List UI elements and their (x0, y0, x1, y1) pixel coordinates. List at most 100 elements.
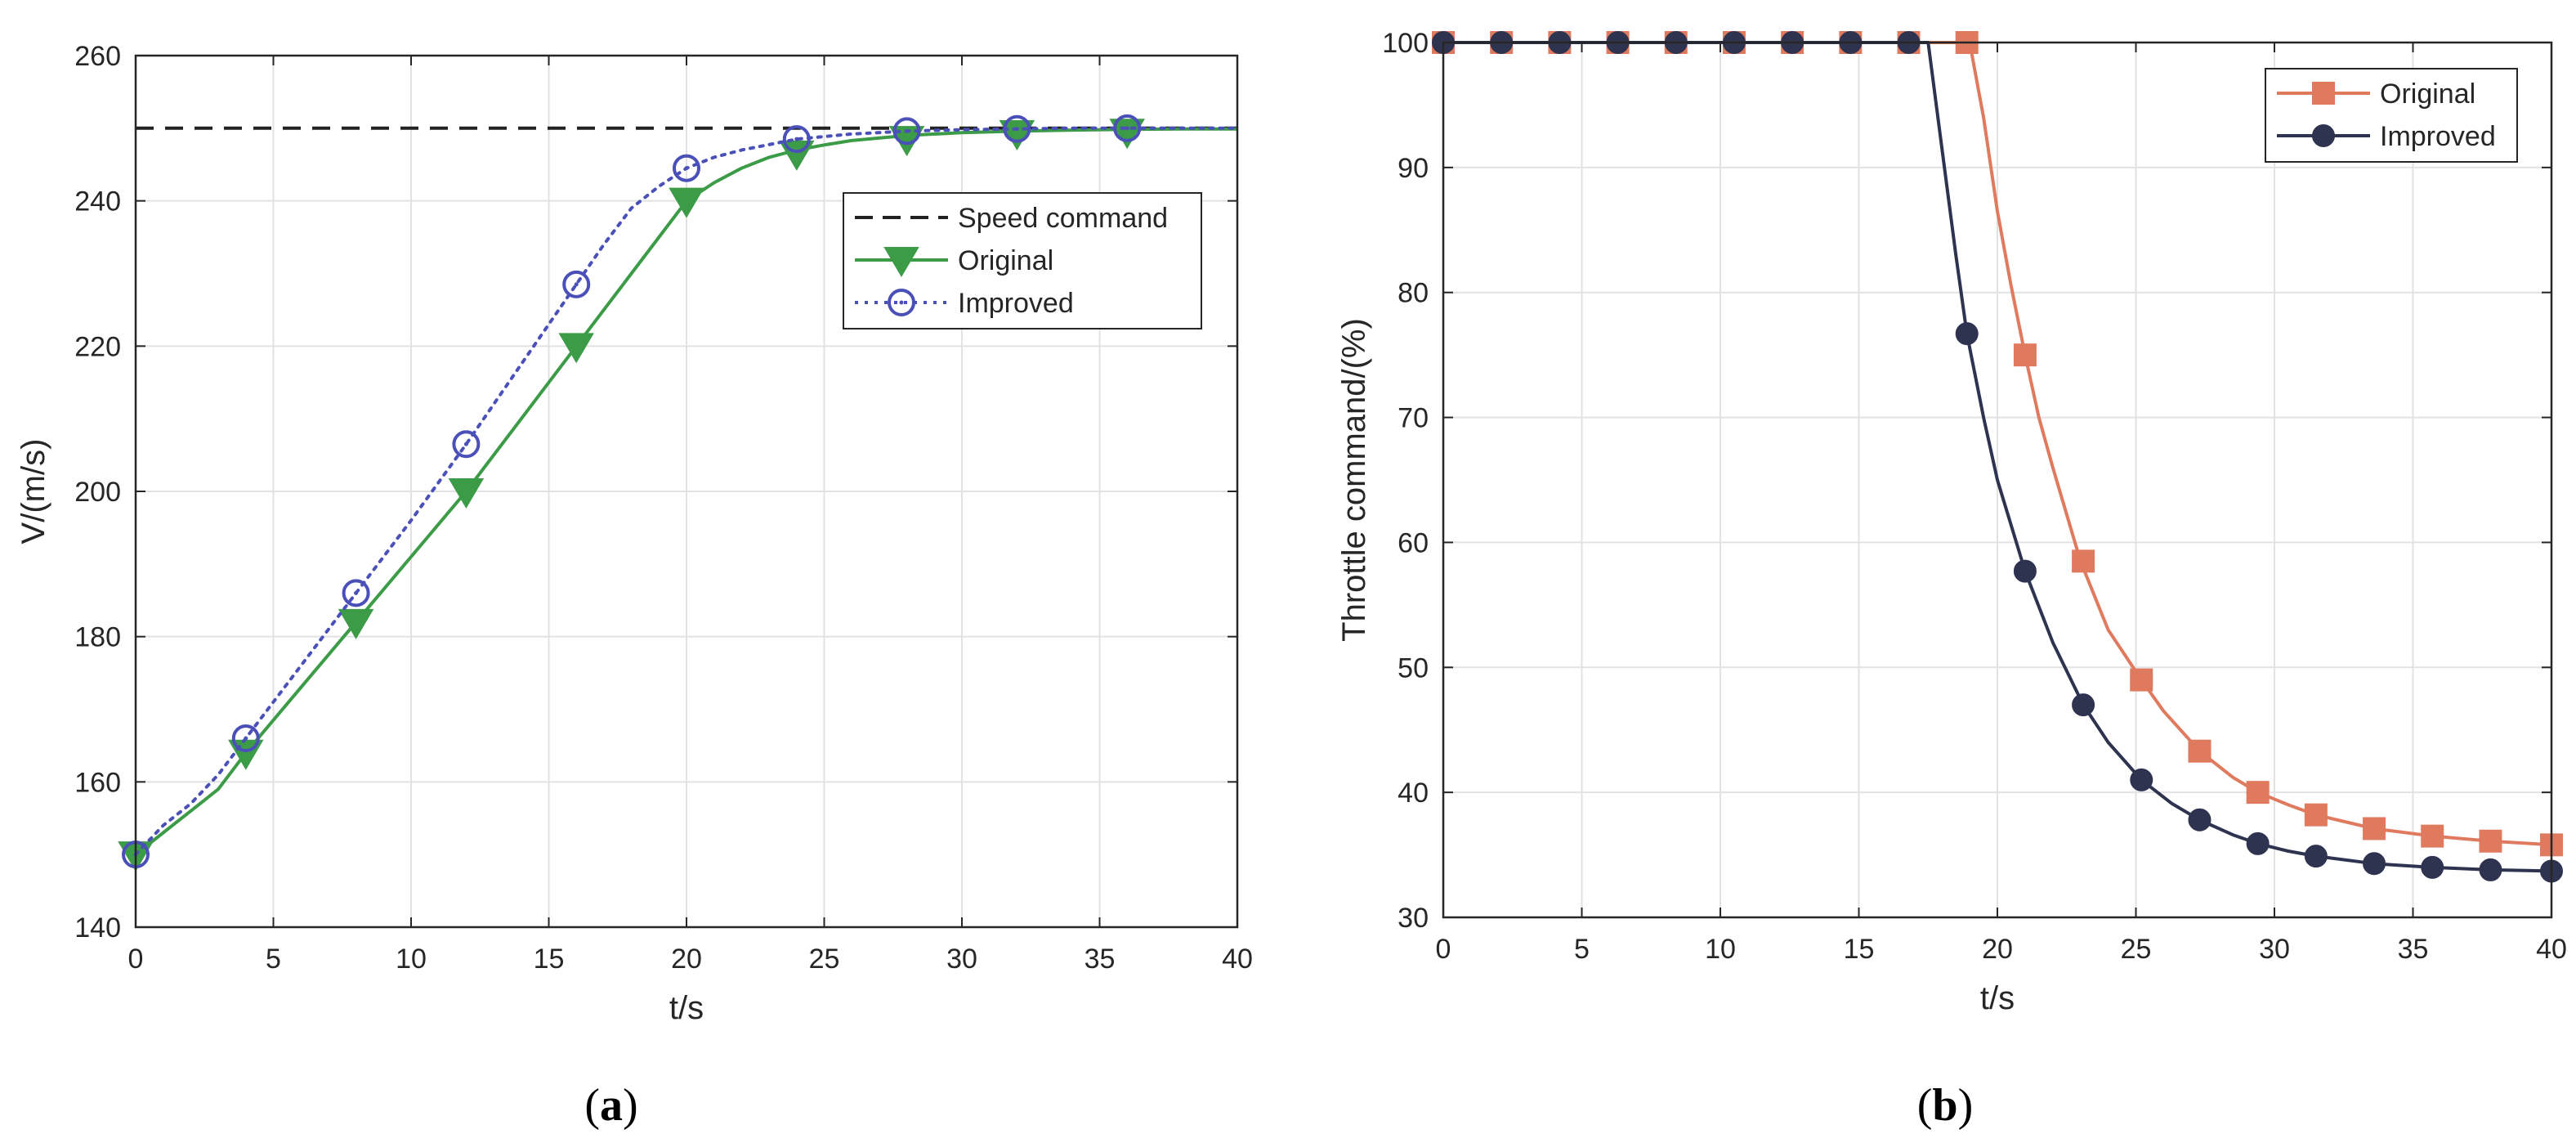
a-axes-box (134, 54, 1239, 929)
a-y-axis-label: V/(m/s) (16, 439, 51, 545)
b-series-improved-line (1443, 41, 2552, 873)
b-x-tick-label: 30 (2259, 934, 2290, 965)
b-x-tick-label: 10 (1705, 934, 1736, 965)
a-x-tick-label: 20 (671, 944, 702, 975)
b-series-improved-point (2421, 855, 2444, 879)
b-y-tick-label: 50 (1398, 652, 1429, 684)
a-legend-label-original: Original (958, 245, 1053, 276)
a-x-tick-label: 10 (396, 944, 427, 975)
a-y-tick-label: 240 (74, 186, 121, 217)
a-x-tick-label: 40 (1222, 944, 1253, 975)
a-legend: Speed command Original Improved (843, 192, 1202, 329)
b-x-tick-label: 5 (1574, 934, 1590, 965)
b-x-tick-label: 25 (2121, 934, 2152, 965)
a-series-improved-point (673, 154, 700, 182)
b-axes-box (1442, 41, 2553, 919)
a-x-tick-label: 0 (128, 944, 144, 975)
b-series-original-point (2421, 824, 2444, 848)
a-series-improved-point (562, 270, 591, 298)
a-series-improved-point-center (905, 128, 910, 133)
b-y-tick-label: 90 (1398, 153, 1429, 184)
a-y-tick-label: 140 (74, 912, 121, 944)
a-legend-marker-original (883, 247, 919, 277)
a-series-improved-point-center (684, 166, 689, 171)
a-x-tick-label: 5 (266, 944, 281, 975)
a-y-tick-label: 160 (74, 767, 121, 798)
b-y-tick-label: 30 (1398, 903, 1429, 934)
a-series-improved-point-center (244, 736, 248, 741)
panel-b-throttle-chart: 0 5 10 15 20 25 30 35 40 30 40 50 60 70 80 90 100 t/s Thro… (1336, 28, 2567, 1016)
a-series-improved-point (1113, 114, 1142, 142)
a-series-improved-point (782, 125, 811, 154)
a-series-improved-point-center (463, 442, 468, 446)
b-series-original-point (2304, 803, 2328, 827)
a-series-improved-point (1003, 114, 1031, 143)
b-y-tick-label: 80 (1398, 278, 1429, 309)
b-series-improved-point (2246, 831, 2270, 855)
a-series-improved-point-center (354, 590, 359, 595)
b-series-original-point (2188, 739, 2212, 763)
a-legend-marker-improved-center (899, 300, 904, 305)
a-legend-label-speed-command: Speed command (958, 203, 1168, 234)
a-series-improved-point-center (574, 282, 579, 287)
a-x-axis-label: t/s (669, 990, 704, 1026)
b-y-axis-label: Throttle command/(%) (1336, 318, 1372, 642)
b-legend-marker-original (2312, 82, 2335, 105)
a-y-tick-label: 180 (74, 622, 121, 653)
b-series-original-point (2072, 549, 2095, 573)
b-series-improved-point (2130, 768, 2153, 791)
panel-a-speed-chart: 0 5 10 15 20 25 30 35 40 140 160 180 200 220 240 260 t/s… (16, 41, 1253, 1026)
b-x-tick-label: 20 (1982, 934, 2013, 965)
a-y-tick-label: 260 (74, 41, 121, 72)
a-legend-label-improved: Improved (958, 288, 1074, 319)
b-x-tick-label: 15 (1844, 934, 1875, 965)
b-y-tick-label: 100 (1382, 28, 1429, 59)
b-series-improved-point (1955, 322, 1979, 346)
a-series-improved-point (342, 579, 370, 607)
b-series-original-point (2363, 817, 2386, 840)
a-series-improved-line (134, 126, 1239, 857)
b-series-original-point (2013, 343, 2037, 367)
b-series-improved-point (2013, 559, 2037, 583)
a-series-improved-point (452, 430, 481, 459)
a-series-original-point (1109, 119, 1145, 150)
a-series-original-point (669, 187, 704, 218)
b-series-original-point (2130, 668, 2153, 692)
a-series-improved-point-center (794, 137, 799, 141)
caption-b: (b) (1917, 1080, 1973, 1131)
b-series-improved-point (2304, 845, 2328, 868)
b-legend-label-improved: Improved (2380, 121, 2496, 152)
a-series-improved-point (231, 724, 260, 753)
b-series-improved-point (2479, 858, 2502, 881)
b-x-axis-label: t/s (1980, 980, 2015, 1016)
caption-a: (a) (584, 1080, 637, 1131)
b-series-original-point (2479, 829, 2502, 853)
a-series-improved-point-center (1014, 127, 1019, 132)
a-x-tick-label: 30 (946, 944, 977, 975)
b-legend: Original Improved (2265, 68, 2518, 163)
a-x-tick-label: 35 (1085, 944, 1116, 975)
a-series-original-point (448, 478, 485, 509)
a-y-tick-label: 200 (74, 477, 121, 508)
b-legend-marker-improved (2312, 124, 2335, 147)
b-series-original-point (2246, 781, 2270, 805)
a-series-improved-point (892, 117, 921, 146)
a-x-tick-label: 15 (534, 944, 565, 975)
b-series-improved-point (2188, 808, 2212, 831)
b-x-tick-label: 35 (2398, 934, 2429, 965)
a-y-tick-label: 220 (74, 331, 121, 362)
b-legend-label-original: Original (2380, 78, 2475, 110)
b-x-tick-label: 40 (2536, 934, 2567, 965)
b-legend-box (2265, 68, 2518, 163)
a-series-original-point (338, 608, 374, 639)
a-legend-marker-improved (888, 289, 915, 316)
b-y-tick-label: 70 (1398, 403, 1429, 434)
b-y-tick-label: 40 (1398, 778, 1429, 809)
a-series-improved-point-center (1125, 126, 1129, 131)
a-x-tick-label: 25 (809, 944, 840, 975)
a-series-original-point (558, 333, 594, 364)
b-series-improved-point (2363, 852, 2386, 876)
b-y-tick-label: 60 (1398, 527, 1429, 558)
b-x-tick-label: 0 (1436, 934, 1451, 965)
